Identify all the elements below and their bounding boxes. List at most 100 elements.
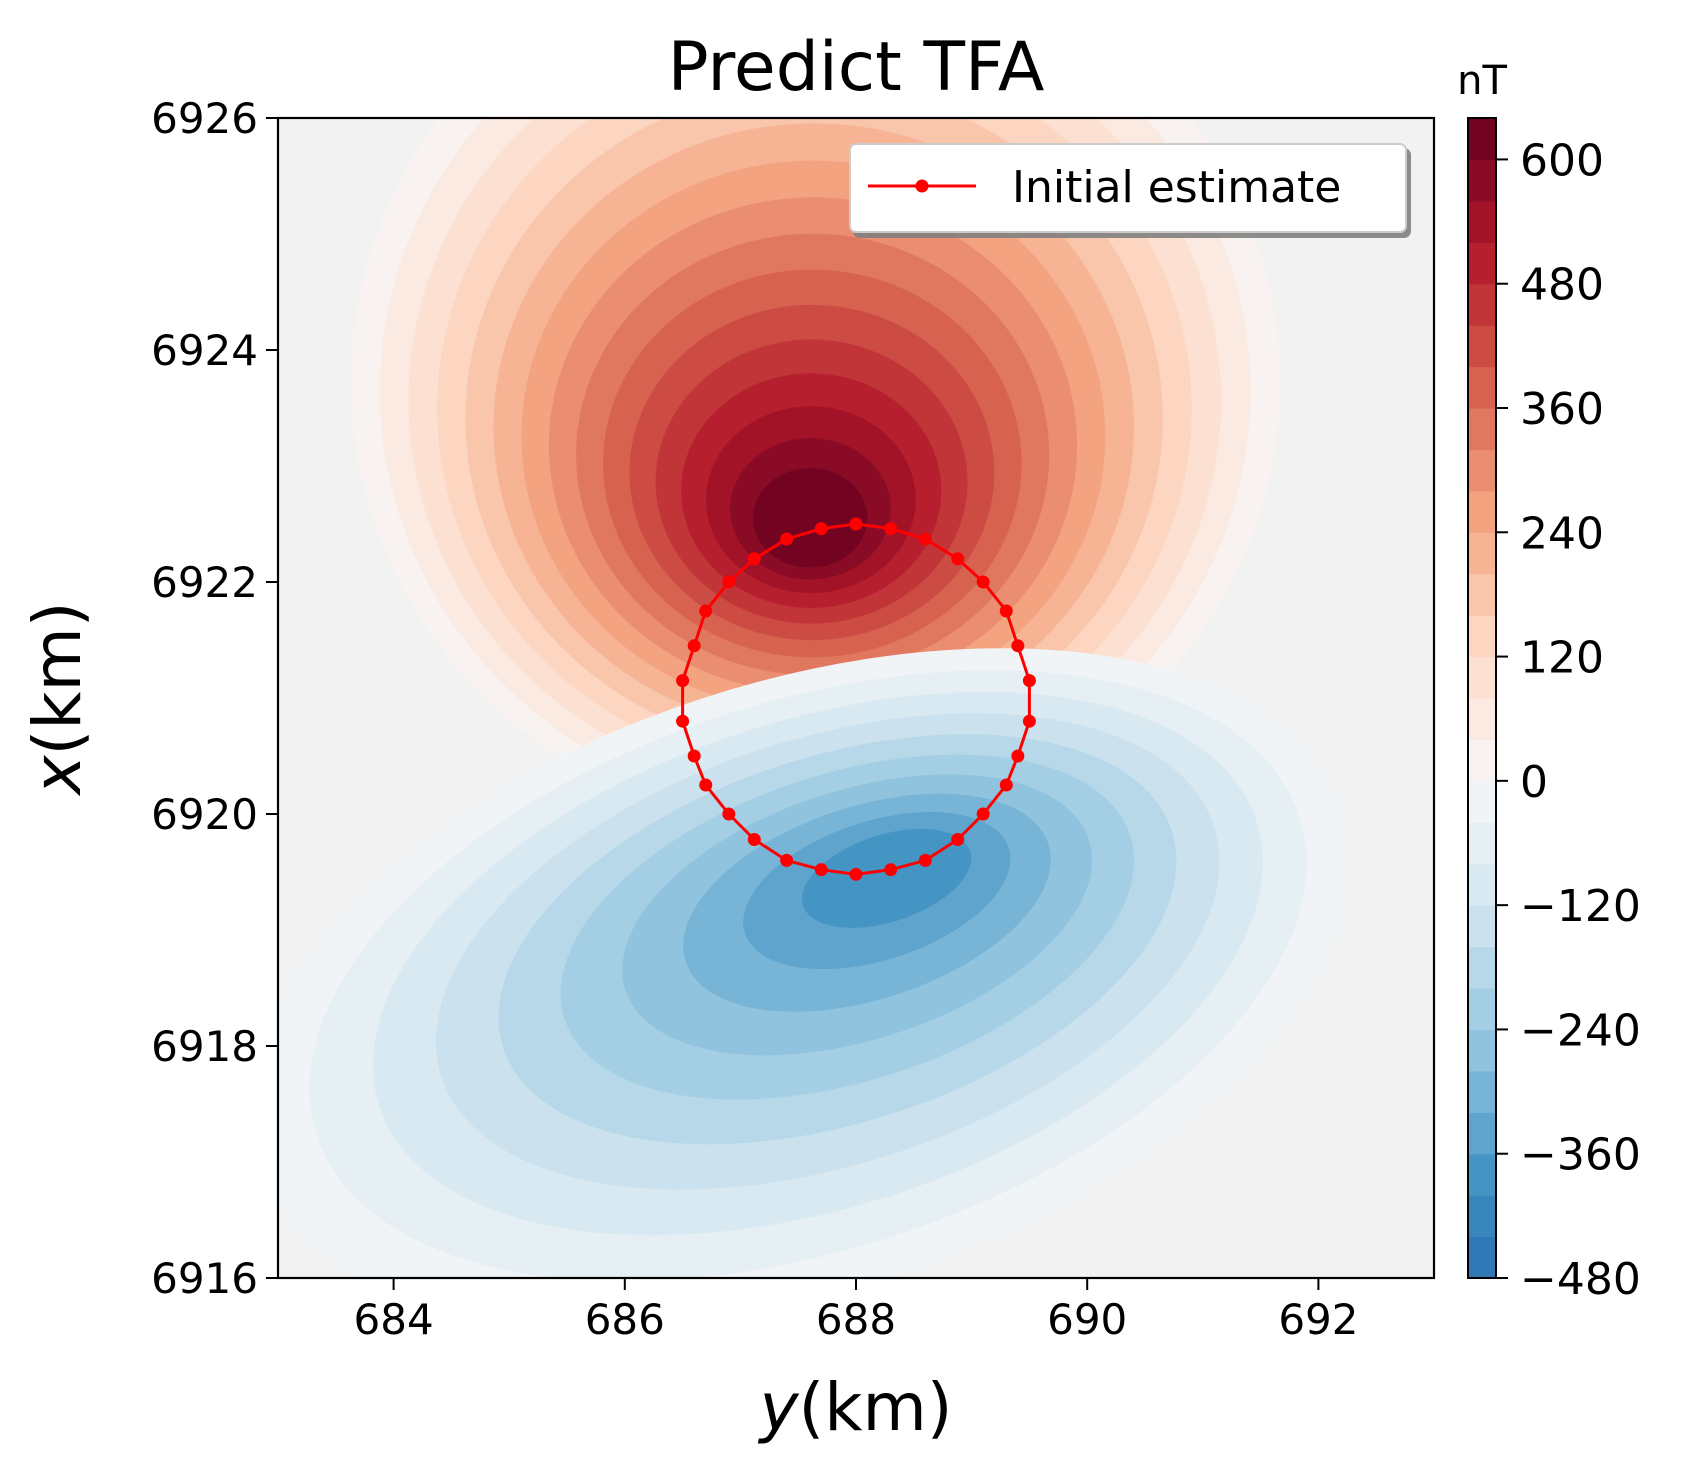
colorbar-band (1468, 1153, 1496, 1196)
colorbar-band (1468, 1070, 1496, 1113)
series-point (699, 778, 713, 792)
series-point (849, 867, 863, 881)
x-axis-label: y(km) (757, 1369, 952, 1446)
series-point (1022, 674, 1036, 688)
series-point (1011, 639, 1025, 653)
series-point (976, 807, 990, 821)
colorbar-band (1468, 159, 1496, 202)
x-axis-label-variable: y (757, 1369, 799, 1446)
y-axis-label-unit: (km) (19, 601, 96, 755)
colorbar-band (1468, 1195, 1496, 1238)
series-point (814, 863, 828, 877)
colorbar-tick-label: −240 (1520, 1005, 1641, 1056)
series-point (699, 604, 713, 618)
colorbar: nT 600 480 360 240 120 0 −120 −240 −360 −480 (1457, 58, 1641, 1305)
legend-marker (915, 179, 929, 193)
x-tick-label: 688 (816, 1295, 896, 1344)
series-point (849, 517, 863, 531)
series-point (780, 853, 794, 867)
colorbar-band (1468, 283, 1496, 326)
y-tick-label: 6920 (151, 790, 258, 839)
x-axis-label-unit: (km) (799, 1369, 953, 1446)
series-point (687, 639, 701, 653)
y-tick-label: 6916 (151, 1254, 258, 1303)
series-point (951, 833, 965, 847)
colorbar-band (1468, 490, 1496, 533)
y-tick-label: 6924 (151, 326, 258, 375)
colorbar-band (1468, 366, 1496, 409)
colorbar-band (1468, 1236, 1496, 1279)
colorbar-band (1468, 739, 1496, 782)
chart-title: Predict TFA (668, 28, 1045, 107)
contour-band-negative (802, 828, 972, 928)
colorbar-tick-label: 360 (1520, 384, 1604, 435)
contour-fill (278, 118, 1351, 1278)
colorbar-ticks: 600 480 360 240 120 0 −120 −240 −360 −480 (1496, 135, 1641, 1305)
series-point (780, 532, 794, 546)
plot-area: 684 686 688 690 692 6916 6918 6920 6922 6924 6926 (151, 94, 1436, 1344)
x-tick-label: 684 (354, 1295, 434, 1344)
series-point (1011, 749, 1025, 763)
colorbar-label: nT (1457, 58, 1507, 104)
colorbar-band (1468, 905, 1496, 948)
series-point (814, 522, 828, 536)
y-tick-label: 6918 (151, 1022, 258, 1071)
colorbar-band (1468, 200, 1496, 243)
contour-band-negative-group (802, 828, 972, 928)
colorbar-band (1468, 822, 1496, 865)
colorbar-tick-label: −480 (1520, 1254, 1641, 1305)
colorbar-band (1468, 408, 1496, 451)
colorbar-band (1468, 573, 1496, 616)
y-tick-label: 6922 (151, 558, 258, 607)
y-tick-label: 6926 (151, 94, 258, 143)
series-point (676, 714, 690, 728)
series-point (951, 552, 965, 566)
colorbar-band (1468, 780, 1496, 823)
y-axis-label: x(km) (19, 601, 96, 796)
legend-label: Initial estimate (1012, 162, 1341, 213)
colorbar-band (1468, 242, 1496, 285)
series-point (676, 674, 690, 688)
contour-band-positive (752, 468, 868, 568)
colorbar-band (1468, 656, 1496, 699)
colorbar-tick-label: 0 (1520, 757, 1548, 808)
x-axis-ticks: 684 686 688 690 692 (354, 1278, 1358, 1344)
series-point (918, 532, 932, 546)
series-point (918, 853, 932, 867)
colorbar-tick-label: 600 (1520, 135, 1604, 186)
colorbar-band (1468, 698, 1496, 741)
colorbar-band (1468, 532, 1496, 575)
y-axis-label-variable: x (19, 755, 96, 797)
legend: Initial estimate (849, 143, 1407, 233)
x-tick-label: 692 (1278, 1295, 1358, 1344)
x-tick-label: 686 (585, 1295, 665, 1344)
series-point (722, 807, 736, 821)
series-point (722, 575, 736, 589)
colorbar-tick-label: 120 (1520, 633, 1604, 684)
series-point (687, 749, 701, 763)
colorbar-band (1468, 615, 1496, 658)
series-point (884, 522, 898, 536)
colorbar-band (1468, 863, 1496, 906)
colorbar-bands (1468, 118, 1496, 1279)
colorbar-band (1468, 946, 1496, 989)
colorbar-band (1468, 988, 1496, 1031)
colorbar-band (1468, 118, 1496, 161)
series-point (1022, 714, 1036, 728)
series-point (976, 575, 990, 589)
series-point (999, 604, 1013, 618)
series-point (884, 863, 898, 877)
y-axis-ticks: 6916 6918 6920 6922 6924 6926 (151, 94, 278, 1303)
colorbar-tick-label: −360 (1520, 1130, 1641, 1181)
colorbar-tick-label: 240 (1520, 508, 1604, 559)
colorbar-band (1468, 1029, 1496, 1072)
colorbar-band (1468, 449, 1496, 492)
series-point (747, 833, 761, 847)
colorbar-frame (1467, 117, 1497, 1279)
series-point (999, 778, 1013, 792)
series-layer (676, 517, 1036, 881)
legend-box (849, 143, 1407, 233)
colorbar-tick-label: −120 (1520, 881, 1641, 932)
